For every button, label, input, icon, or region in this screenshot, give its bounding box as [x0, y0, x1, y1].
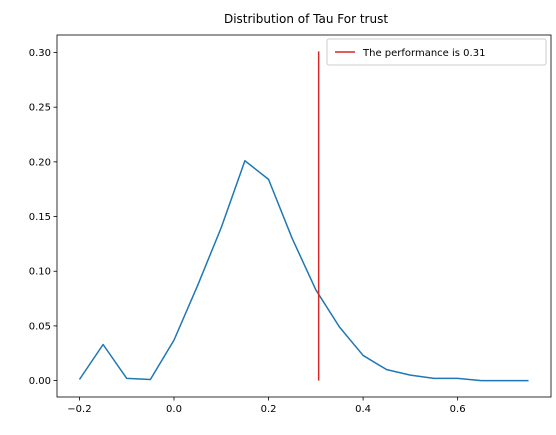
data-point — [457, 378, 459, 380]
data-point — [173, 339, 175, 341]
y-tick-label: 0.10 — [29, 267, 51, 278]
data-point — [504, 380, 506, 382]
data-point — [268, 179, 270, 181]
data-point — [79, 379, 81, 381]
data-point — [339, 326, 341, 328]
plot-area: −0.2 0.0 0.2 0.4 0.6 0.00 0.05 0.10 0.15 0.20 0.25… — [29, 34, 552, 415]
y-tick-label: 0.15 — [29, 212, 51, 223]
y-tick-label: 0.00 — [29, 376, 51, 387]
x-tick-label: 0.0 — [166, 404, 182, 415]
legend-box — [326, 38, 547, 66]
chart-title: Distribution of Tau For trust — [224, 12, 388, 26]
data-point — [410, 374, 412, 376]
y-tick-label: 0.25 — [29, 103, 51, 114]
data-point — [244, 160, 246, 162]
y-tick-label: 0.20 — [29, 157, 51, 168]
data-point — [150, 379, 152, 381]
axes-frame — [56, 34, 552, 398]
x-tick-label: −0.2 — [67, 404, 91, 415]
data-point — [102, 344, 104, 346]
y-tick-label: 0.30 — [29, 48, 51, 59]
x-tick-label: 0.2 — [261, 404, 277, 415]
data-point — [362, 355, 364, 357]
data-point — [480, 380, 482, 382]
series-line-distribution — [78, 160, 529, 382]
data-point — [433, 378, 435, 380]
x-tick-label: 0.6 — [450, 404, 466, 415]
data-point — [197, 285, 199, 287]
data-point — [220, 227, 222, 229]
data-point — [386, 369, 388, 371]
data-point — [528, 380, 530, 382]
data-point — [291, 238, 293, 240]
legend-label: The performance is 0.31 — [362, 48, 485, 59]
y-tick-label: 0.05 — [29, 321, 51, 332]
data-point — [126, 378, 128, 380]
data-point — [315, 289, 317, 291]
x-tick-label: 0.4 — [355, 404, 371, 415]
